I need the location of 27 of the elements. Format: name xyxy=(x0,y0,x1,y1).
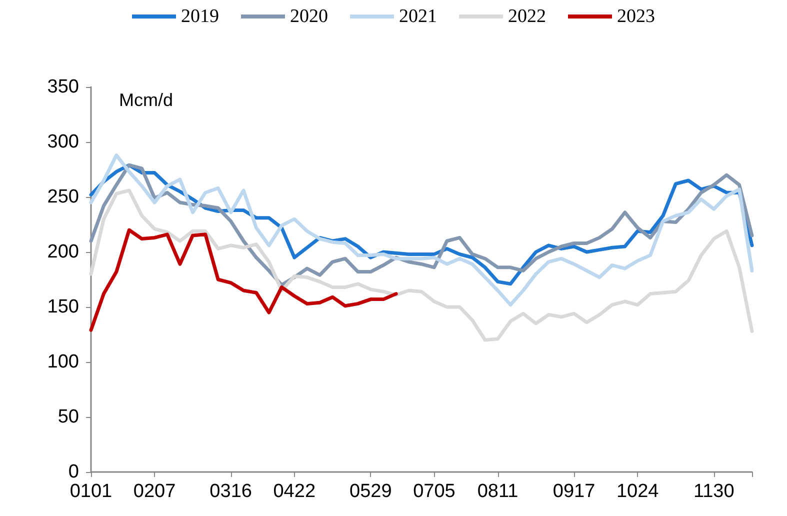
x-tick-label: 0316 xyxy=(210,481,252,502)
y-tick-label: 300 xyxy=(47,132,79,152)
y-tick-label: 50 xyxy=(58,406,79,428)
legend-label: 2022 xyxy=(508,6,546,27)
legend-label: 2020 xyxy=(290,6,328,27)
legend-label: 2021 xyxy=(399,6,437,27)
line-series xyxy=(89,188,754,342)
x-tick-label: 0422 xyxy=(273,481,316,502)
x-tick-label: 1130 xyxy=(693,481,734,502)
line-series xyxy=(89,153,754,307)
x-tick-label: 0705 xyxy=(413,481,456,502)
y-tick-label: 200 xyxy=(47,242,79,262)
legend-label: 2019 xyxy=(181,6,219,27)
x-tick-label: 0101 xyxy=(70,481,112,502)
y-tick-label: 0 xyxy=(68,462,79,482)
y-tick-label: 250 xyxy=(47,186,79,208)
y-tick-label: 350 xyxy=(47,76,79,98)
x-tick-label: 1024 xyxy=(616,481,660,502)
x-tick-label: 0811 xyxy=(477,481,518,502)
y-axis-title: Mcm/d xyxy=(119,90,173,110)
x-tick-label: 0917 xyxy=(552,481,596,502)
x-tick-label: 0529 xyxy=(350,481,392,502)
line-series xyxy=(89,228,398,332)
y-tick-label: 150 xyxy=(47,296,79,318)
x-tick-label: 0207 xyxy=(133,481,176,502)
legend-label: 2023 xyxy=(617,6,655,27)
y-tick-label: 100 xyxy=(47,352,79,372)
